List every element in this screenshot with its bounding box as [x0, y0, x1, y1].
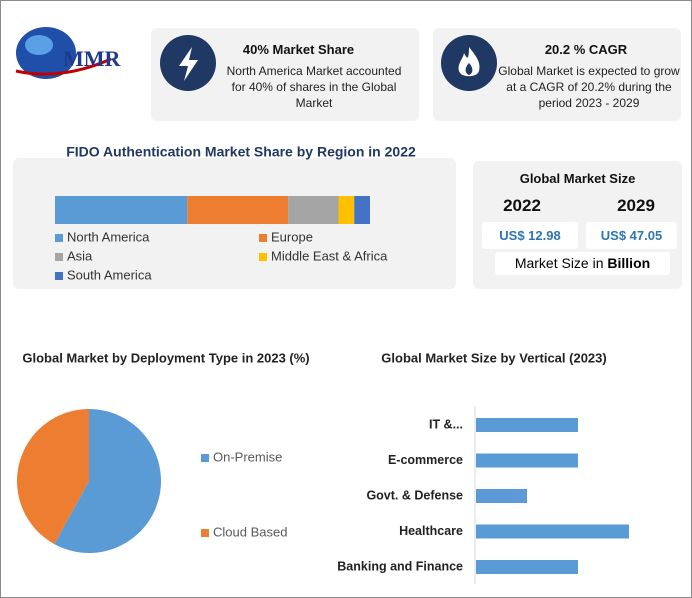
legend-swatch: [55, 272, 63, 280]
legend-swatch: [259, 234, 267, 242]
legend-label: Asia: [67, 248, 93, 263]
legend-swatch: [201, 454, 209, 462]
market-note: Market Size in Billion: [495, 252, 670, 275]
pie-slice: [17, 409, 90, 545]
bar-segment: [288, 196, 339, 224]
flame: [458, 47, 480, 77]
bar-segment: [354, 196, 370, 224]
bar: [476, 489, 527, 503]
logo-text: MMR: [63, 46, 122, 71]
bar-segment: [338, 196, 355, 224]
note-text: Market Size in: [514, 255, 604, 271]
legend-swatch: [201, 529, 209, 537]
icon: [160, 35, 497, 91]
flame-core: [465, 63, 473, 75]
legend-label: On-Premise: [213, 449, 282, 464]
bolt: [179, 47, 198, 81]
y-tick-label: IT &...: [429, 417, 463, 431]
legend-label: Cloud Based: [213, 524, 287, 539]
card-text: North America Market accounted for 40% o…: [226, 64, 402, 110]
year: 2022: [503, 196, 541, 215]
card-title: 40% Market Share: [242, 42, 355, 57]
market-value: US$ 12.98: [482, 222, 578, 249]
pie-slice: [54, 409, 161, 553]
globe-highlight: [25, 35, 53, 55]
legend-label: Europe: [271, 229, 313, 244]
note-unit: Billion: [607, 255, 651, 271]
bar: [476, 453, 578, 468]
year: 2029: [617, 196, 655, 215]
legend-swatch: [55, 234, 63, 242]
bar: [476, 524, 629, 539]
legend-label: North America: [67, 229, 150, 244]
legend-label: South America: [67, 267, 152, 282]
chart-title: Global Market by Deployment Type in 2023…: [22, 350, 309, 365]
chart-title: Global Market Size by Vertical (2023): [381, 350, 606, 365]
bar: [476, 418, 578, 432]
y-tick-label: Banking and Finance: [337, 559, 463, 573]
market-value: US$ 47.05: [586, 222, 677, 249]
chart-title: FIDO Authentication Market Share by Regi…: [66, 144, 416, 160]
bar-segment: [187, 196, 289, 224]
y-tick-label: Healthcare: [399, 524, 463, 538]
card-text: Global Market is expected to grow at a C…: [498, 64, 680, 110]
y-tick-label: E-commerce: [388, 453, 463, 467]
market-size-title: Global Market Size: [519, 171, 636, 186]
bar: [476, 560, 578, 574]
legend-swatch: [259, 253, 267, 261]
bar-segment: [55, 196, 188, 224]
legend-swatch: [55, 253, 63, 261]
card-title: 20.2 % CAGR: [544, 42, 628, 57]
logo: MMR: [15, 27, 122, 79]
legend-label: Middle East & Africa: [271, 248, 388, 263]
y-tick-label: Govt. & Defense: [366, 488, 463, 502]
swoosh: [15, 57, 112, 76]
